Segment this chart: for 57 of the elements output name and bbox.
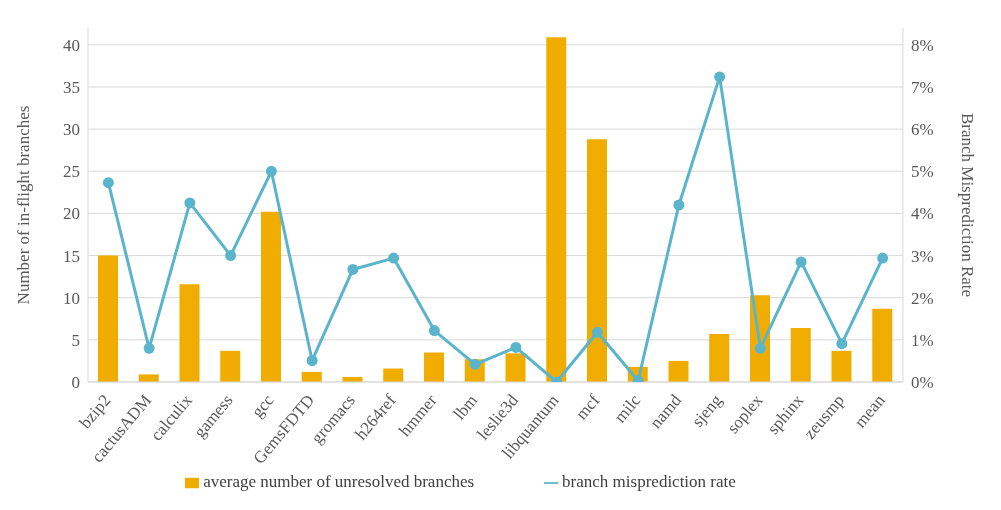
point xyxy=(225,250,237,262)
legend-label: average number of unresolved branches xyxy=(203,472,475,491)
point xyxy=(591,326,603,338)
bar xyxy=(790,328,811,382)
y-tick-label: 0 xyxy=(71,373,80,393)
y2-tick-label: 5% xyxy=(911,162,934,182)
y2-tick-label: 1% xyxy=(911,330,934,350)
point xyxy=(388,252,400,264)
point xyxy=(428,325,440,337)
y-tick-label: 25 xyxy=(63,162,80,182)
y-tick-label: 15 xyxy=(63,246,80,266)
point xyxy=(795,256,807,268)
y-axis-title: Number of in-flight branches xyxy=(14,105,34,305)
y2-axis-title: Branch Misprediction Rate xyxy=(957,112,977,298)
bar xyxy=(505,353,526,382)
bar xyxy=(587,139,607,382)
y2-tick-label: 0% xyxy=(911,373,934,393)
point xyxy=(877,252,889,264)
point xyxy=(184,197,196,209)
point xyxy=(347,263,359,275)
bar xyxy=(261,211,281,382)
x-tick-label: milc xyxy=(610,390,645,427)
bar xyxy=(179,284,200,382)
y-tick-label: 5 xyxy=(71,330,80,350)
point xyxy=(836,338,848,350)
bar xyxy=(98,255,118,382)
y2-tick-label: 8% xyxy=(911,35,934,55)
bar xyxy=(709,333,730,382)
bar xyxy=(220,350,241,382)
bar xyxy=(668,360,689,382)
y2-tick-label: 2% xyxy=(911,288,934,308)
point xyxy=(510,341,522,353)
point xyxy=(265,165,277,177)
x-tick-label: lbm xyxy=(449,390,482,424)
bar xyxy=(138,374,159,382)
x-tick-label: mcf xyxy=(571,390,604,424)
bar xyxy=(831,350,852,382)
y2-tick-label: 6% xyxy=(911,120,934,140)
point xyxy=(306,355,318,367)
bar xyxy=(424,352,444,382)
point xyxy=(469,358,481,370)
y-tick-label: 10 xyxy=(63,288,80,308)
y-tick-label: 40 xyxy=(63,35,80,55)
point xyxy=(673,199,685,211)
y-tick-label: 30 xyxy=(63,120,80,140)
y2-tick-label: 7% xyxy=(911,78,934,98)
point xyxy=(102,177,114,189)
point xyxy=(714,71,726,83)
point xyxy=(754,342,766,354)
bar xyxy=(546,37,567,382)
point xyxy=(143,342,155,354)
y2-tick-label: 4% xyxy=(911,204,934,224)
legend-label: branch misprediction rate xyxy=(562,472,736,491)
bar xyxy=(872,308,893,382)
y2-tick-label: 3% xyxy=(911,246,934,266)
y-tick-label: 20 xyxy=(63,204,80,224)
y-tick-label: 35 xyxy=(63,78,80,98)
